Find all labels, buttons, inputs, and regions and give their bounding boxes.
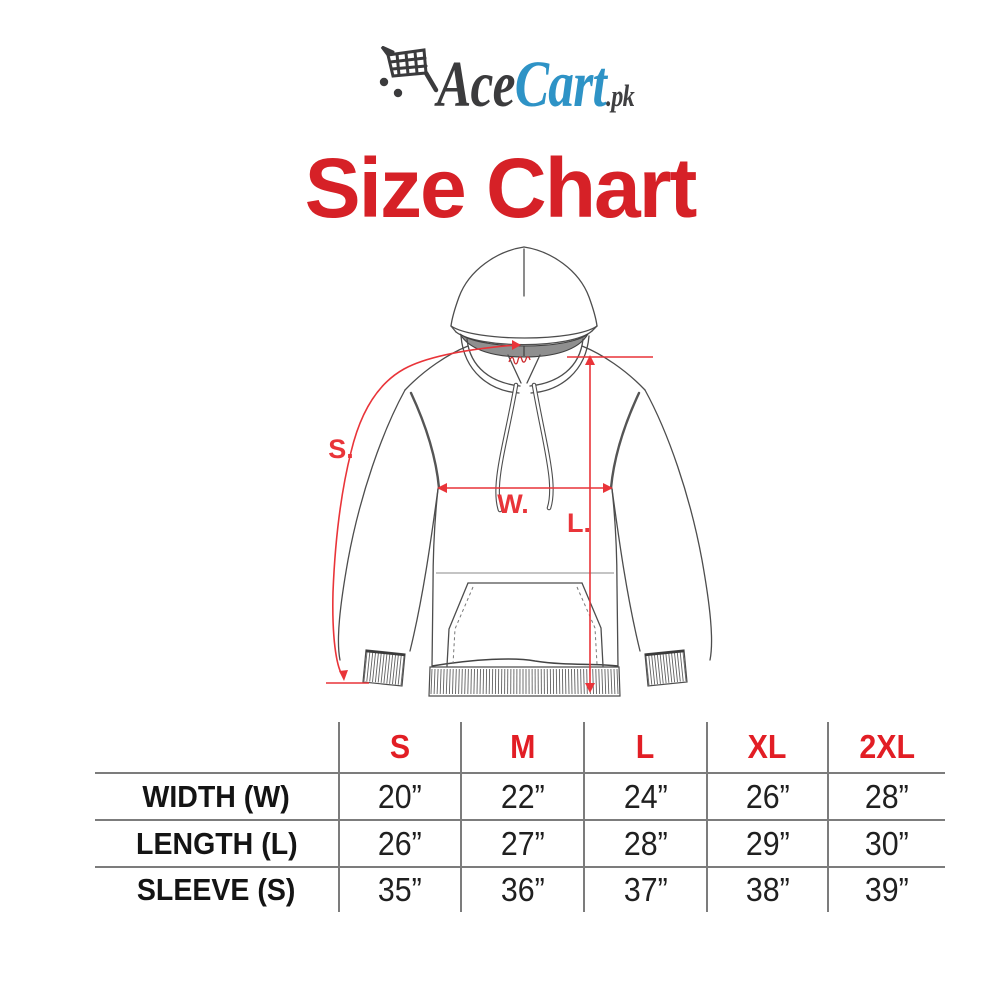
width-value-xl: 26” [706,772,827,819]
brand-ace: Ace [437,48,515,121]
brand-name: AceCart.pk [437,52,635,118]
hem-ribbing [430,668,619,695]
page-title: Size Chart [304,141,698,235]
hoodie-body [337,345,713,668]
collar-and-drawstrings [460,335,590,513]
size-col-header-m: M [460,722,583,772]
width-value-l: 24” [583,772,706,819]
size-col-header-s: S [338,722,460,772]
size-table: S M L XL 2XL WIDTH (W) 20” 22” 24” 26” 2… [95,722,945,912]
size-col-header-l: L [583,722,706,772]
row-label-width: WIDTH (W) [95,772,338,819]
size-col-header-2xl: 2XL [827,722,945,772]
brand-tag-scribble [508,356,531,365]
hood [450,246,598,358]
length-value-xl: 29” [706,819,827,866]
width-value-2xl: 28” [827,772,945,819]
sleeve-value-s: 35” [338,866,460,912]
width-value-m: 22” [460,772,583,819]
sleeve-value-l: 37” [583,866,706,912]
left-cuff-ribbing [363,651,405,686]
width-value-s: 20” [338,772,460,819]
sleeve-value-xl: 38” [706,866,827,912]
width-measure-label: W. [497,489,529,519]
sleeve-value-m: 36” [460,866,583,912]
ribbed-cuffs-and-hem [362,649,688,697]
length-value-2xl: 30” [827,819,945,866]
kangaroo-pocket [446,582,604,667]
sleeve-measure-label: S. [328,434,354,464]
length-value-l: 28” [583,819,706,866]
table-corner-cell [95,722,338,772]
row-label-sleeve: SLEEVE (S) [95,866,338,912]
hoodie-diagram: S. W. L. [326,246,713,697]
length-value-m: 27” [460,819,583,866]
right-cuff-ribbing [645,651,687,686]
shopping-cart-icon [379,46,439,98]
brand-cart: Cart [514,48,607,121]
sleeve-value-2xl: 39” [827,866,945,912]
brand-tld: .pk [605,78,635,113]
length-measure-label: L. [567,508,591,538]
row-label-length: LENGTH (L) [95,819,338,866]
length-value-s: 26” [338,819,460,866]
size-col-header-xl: XL [706,722,827,772]
measurement-annotations: S. W. L. [326,340,653,693]
